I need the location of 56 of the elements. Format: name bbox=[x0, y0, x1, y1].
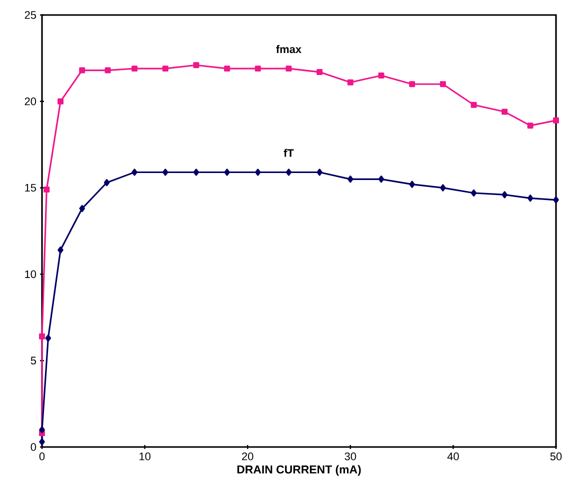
point bbox=[254, 168, 261, 176]
point bbox=[254, 66, 261, 72]
point bbox=[553, 117, 559, 124]
point bbox=[553, 196, 559, 204]
x-tick-label: 20 bbox=[242, 452, 254, 460]
series-label: fmax bbox=[276, 45, 302, 54]
point bbox=[224, 168, 230, 176]
point bbox=[470, 102, 477, 108]
point bbox=[79, 204, 85, 212]
point bbox=[104, 67, 111, 74]
y-tick-label: 25 bbox=[24, 11, 36, 19]
point bbox=[378, 72, 384, 78]
point bbox=[162, 66, 168, 72]
point bbox=[44, 186, 50, 193]
point bbox=[316, 168, 322, 176]
point bbox=[39, 333, 45, 340]
point bbox=[440, 81, 446, 88]
point bbox=[347, 79, 354, 86]
point bbox=[58, 246, 64, 254]
point bbox=[316, 69, 323, 76]
point bbox=[286, 66, 292, 72]
point bbox=[132, 66, 138, 72]
x-tick-label: 40 bbox=[447, 452, 459, 460]
point bbox=[79, 67, 86, 74]
point bbox=[409, 81, 416, 88]
point bbox=[104, 179, 110, 186]
y-tick-label: 15 bbox=[25, 184, 36, 192]
point bbox=[440, 184, 446, 192]
x-tick-label: 10 bbox=[140, 452, 150, 460]
point bbox=[527, 194, 534, 202]
point bbox=[409, 180, 415, 188]
point bbox=[286, 168, 292, 176]
point bbox=[193, 168, 200, 176]
x-axis-title: DRAIN CURRENT (mA) bbox=[237, 465, 361, 476]
x-tick-label: 50 bbox=[550, 452, 562, 460]
series-label: fT bbox=[284, 148, 294, 157]
point bbox=[224, 66, 230, 72]
point bbox=[348, 176, 354, 183]
point bbox=[378, 176, 384, 183]
point bbox=[502, 108, 508, 115]
y-tick-label: 10 bbox=[25, 270, 36, 278]
point bbox=[39, 438, 45, 446]
y-tick-label: 5 bbox=[30, 356, 36, 364]
x-tick-label: 30 bbox=[344, 452, 356, 460]
point bbox=[45, 334, 52, 342]
point bbox=[162, 168, 168, 176]
point bbox=[470, 189, 477, 197]
point bbox=[39, 426, 45, 434]
x-tick-label: 0 bbox=[39, 452, 45, 460]
point bbox=[132, 168, 138, 176]
y-tick-label: 0 bbox=[30, 443, 36, 451]
point bbox=[502, 191, 508, 198]
point bbox=[193, 62, 200, 68]
point bbox=[527, 122, 534, 129]
y-tick-label: 20 bbox=[24, 98, 36, 106]
point bbox=[58, 98, 64, 104]
